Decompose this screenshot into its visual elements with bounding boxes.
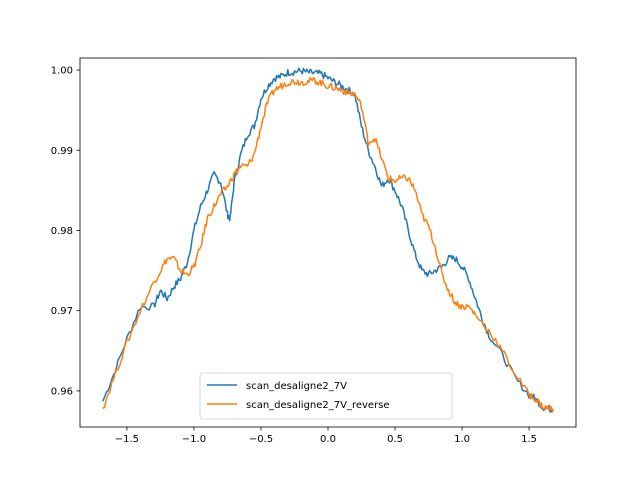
x-tick-label: 0.5 <box>387 434 403 445</box>
legend-box <box>199 372 453 420</box>
series-layer <box>102 67 554 413</box>
legend-label-2: scan_desaligne2_7V_reverse <box>246 400 390 411</box>
y-tick-label: 0.99 <box>51 146 73 157</box>
x-tick-label: −0.5 <box>249 434 273 445</box>
x-tick-label: −1.0 <box>182 434 206 445</box>
x-tick-label: 0.0 <box>320 434 336 445</box>
y-axis: 0.96 0.97 0.98 0.99 1.00 <box>51 66 80 397</box>
series-line-2 <box>102 76 554 413</box>
series-line-1 <box>102 67 554 413</box>
x-axis: −1.5 −1.0 −0.5 0.0 0.5 1.0 1.5 <box>115 427 537 445</box>
y-tick-label: 0.96 <box>51 386 73 397</box>
y-tick-label: 0.97 <box>51 306 73 317</box>
y-tick-label: 1.00 <box>51 66 73 77</box>
legend-label-1: scan_desaligne2_7V <box>246 381 347 392</box>
x-tick-label: 1.0 <box>454 434 470 445</box>
x-tick-label: −1.5 <box>115 434 139 445</box>
legend: scan_desaligne2_7V scan_desaligne2_7V_rev… <box>199 372 453 420</box>
x-tick-label: 1.5 <box>521 434 537 445</box>
y-tick-label: 0.98 <box>51 226 73 237</box>
